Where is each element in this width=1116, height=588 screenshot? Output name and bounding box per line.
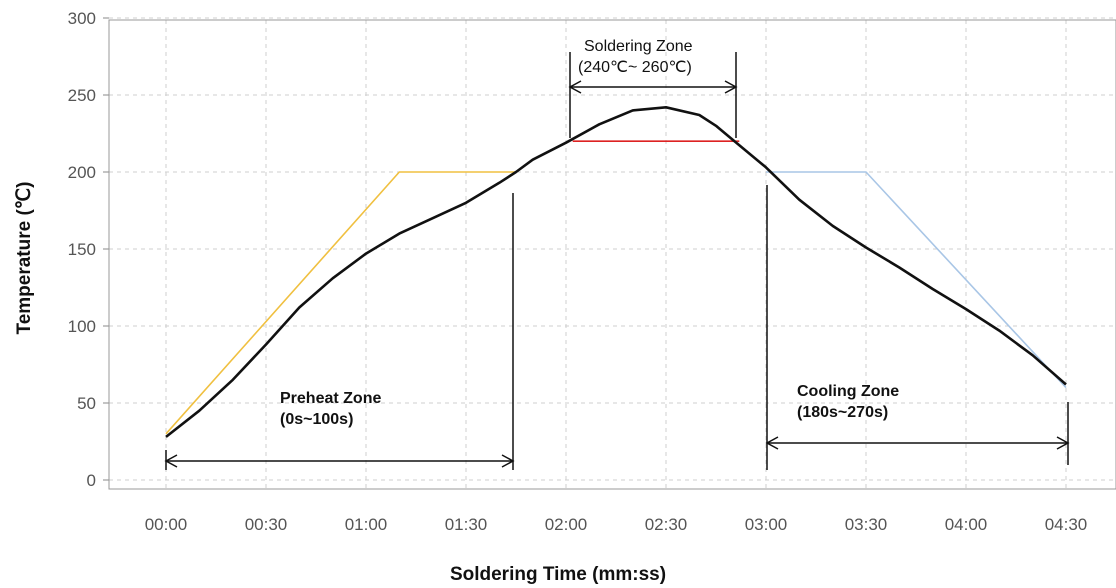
y-axis-title: Temperature (℃) [14,182,35,335]
zone-annotations: Preheat Zone (0s~100s) Soldering Zone (2… [280,38,899,428]
cooling-arrow [765,436,1070,450]
y-tick-label: 300 [68,9,96,28]
grid [103,17,1116,489]
measured-temperature-line [165,106,1067,438]
preheat-zone-title: Preheat Zone [280,390,381,407]
soldering-arrow [568,80,738,94]
x-axis-title: Soldering Time (mm:ss) [450,564,666,585]
x-tick-label: 02:00 [545,515,588,534]
zone-markers [164,52,1070,470]
y-tick-label: 50 [77,394,96,413]
soldering-zone-range: (240℃~ 260℃) [578,59,692,76]
cooling-profile-line [766,171,1067,389]
x-tick-label: 01:30 [445,515,488,534]
x-tick-label: 04:00 [945,515,988,534]
preheat-profile-line [165,171,516,435]
x-tick-label: 00:30 [245,515,288,534]
y-tick-label: 200 [68,163,96,182]
series-lines [165,106,1067,438]
soldering-zone-title: Soldering Zone [584,38,693,55]
preheat-arrow [164,454,515,468]
y-tick-label: 250 [68,86,96,105]
y-tick-label: 100 [68,317,96,336]
cooling-zone-title: Cooling Zone [797,383,899,400]
preheat-zone-range: (0s~100s) [280,411,353,428]
x-tick-label: 03:00 [745,515,788,534]
plot-frame [108,19,1116,490]
x-tick-label: 02:30 [645,515,688,534]
x-tick-labels: 00:00 00:30 01:00 01:30 02:00 02:30 03:00 03:30… [145,515,1088,534]
y-tick-label: 150 [68,240,96,259]
x-tick-label: 04:30 [1045,515,1088,534]
x-tick-label: 01:00 [345,515,388,534]
y-tick-label: 0 [87,471,96,490]
y-tick-labels: 0 50 100 150 200 250 300 [68,9,96,490]
x-tick-label: 03:30 [845,515,888,534]
cooling-zone-range: (180s~270s) [797,404,888,421]
x-tick-label: 00:00 [145,515,188,534]
